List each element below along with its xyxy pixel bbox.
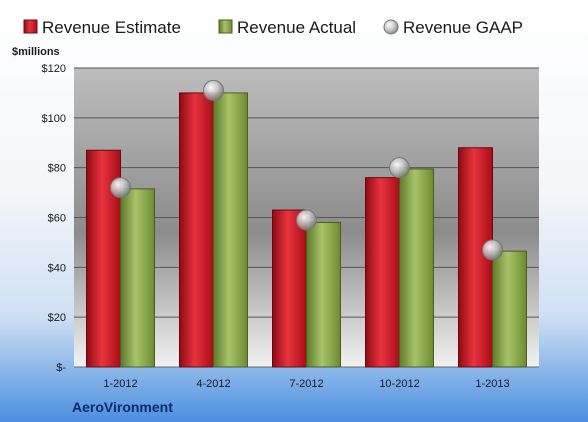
legend-label: Revenue Actual: [237, 18, 356, 37]
x-tick-label: 7-2012: [289, 378, 323, 390]
y-tick-label: $40: [48, 262, 66, 274]
legend-label: Revenue GAAP: [403, 18, 523, 37]
bar-revenue-estimate: [179, 92, 214, 368]
x-tick-label: 1-2013: [475, 378, 509, 390]
y-tick-label: $-: [56, 362, 66, 374]
marker-revenue-gaap: [296, 209, 317, 231]
company-name: AeroVironment: [72, 399, 173, 415]
legend-swatch-revenue-actual: [218, 19, 233, 34]
y-tick-label: $80: [48, 163, 66, 175]
bar-revenue-actual: [213, 92, 248, 368]
unit-label: $millions: [12, 46, 60, 58]
legend-swatch-revenue-gaap: [383, 19, 399, 35]
y-tick-label: $100: [42, 113, 66, 125]
x-axis-ticks: 1-2012 4-2012 7-2012 10-2012 1-2013: [103, 378, 509, 390]
x-tick-label: 4-2012: [196, 378, 230, 390]
legend: Revenue Estimate Revenue Actual Revenue GA…: [23, 18, 523, 37]
x-tick-label: 10-2012: [379, 378, 419, 390]
legend-label: Revenue Estimate: [42, 18, 181, 37]
y-tick-label: $60: [48, 213, 66, 225]
marker-revenue-gaap: [482, 239, 503, 261]
bar-revenue-estimate: [365, 177, 400, 368]
y-tick-label: $120: [42, 63, 66, 75]
marker-revenue-gaap: [110, 177, 131, 199]
marker-revenue-gaap: [389, 157, 410, 179]
gaap-markers: [110, 79, 503, 261]
bar-revenue-actual: [492, 250, 527, 368]
bar-revenue-estimate: [272, 209, 307, 368]
legend-swatch-revenue-estimate: [23, 19, 38, 34]
y-tick-label: $20: [48, 312, 66, 324]
bar-revenue-actual: [120, 188, 155, 368]
x-tick-label: 1-2012: [103, 378, 137, 390]
bars: [86, 92, 527, 368]
bar-revenue-actual: [306, 221, 341, 368]
marker-revenue-gaap: [203, 79, 224, 101]
bar-revenue-actual: [399, 168, 434, 368]
